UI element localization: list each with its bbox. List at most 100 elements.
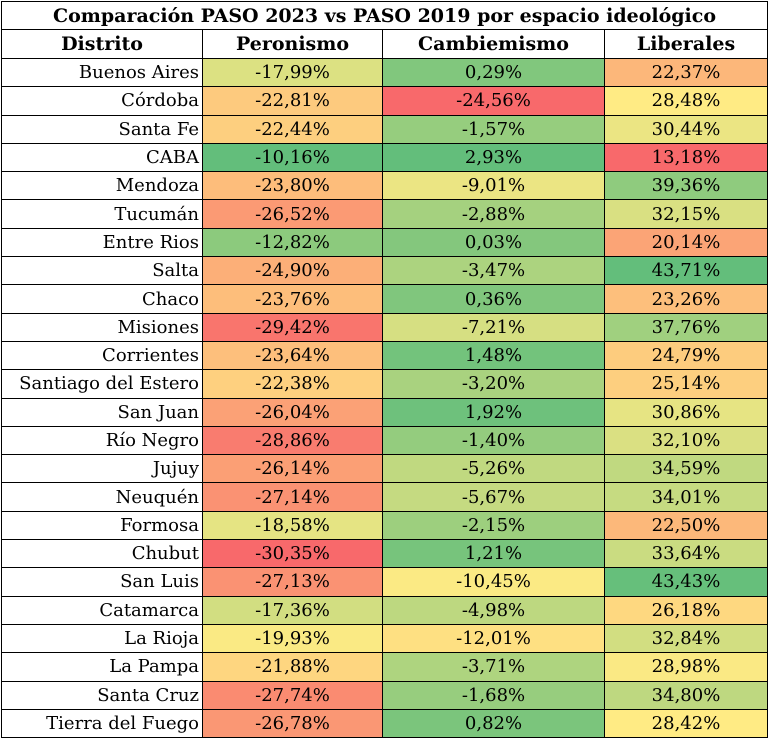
cell-cambiemismo: -3,20% xyxy=(382,369,605,399)
cell-liberales: 23,26% xyxy=(604,284,768,314)
cell-liberales: 28,48% xyxy=(604,86,768,116)
table-row: La Rioja -19,93% -12,01% 32,84% xyxy=(1,623,768,654)
cell-cambiemismo: -1,57% xyxy=(382,114,605,144)
cell-cambiemismo: -9,01% xyxy=(382,171,605,201)
cell-liberales: 22,37% xyxy=(604,57,768,88)
cell-peronismo: -27,13% xyxy=(202,567,383,597)
cell-cambiemismo: 0,29% xyxy=(382,57,605,88)
table-row: San Juan -26,04% 1,92% 30,86% xyxy=(1,397,768,427)
table-row: Santiago del Estero -22,38% -3,20% 25,14% xyxy=(1,369,768,399)
cell-peronismo: -26,78% xyxy=(202,708,383,739)
cell-peronismo: -28,86% xyxy=(202,425,383,456)
column-header-distrito: Distrito xyxy=(1,29,203,59)
cell-peronismo: -10,16% xyxy=(202,142,383,173)
table-row: Neuquén -27,14% -5,67% 34,01% xyxy=(1,482,768,512)
table-row: San Luis -27,13% -10,45% 43,43% xyxy=(1,567,768,597)
cell-cambiemismo: 1,21% xyxy=(382,539,605,569)
cell-liberales: 43,71% xyxy=(604,256,768,286)
header-row: Distrito Peronismo Cambiemismo Liberales xyxy=(1,29,768,59)
row-label-distrito: Neuquén xyxy=(1,482,203,512)
row-label-distrito: Buenos Aires xyxy=(1,57,203,88)
column-header-peronismo: Peronismo xyxy=(202,29,383,59)
row-label-distrito: Entre Rios xyxy=(1,227,203,258)
table-row: Chubut -30,35% 1,21% 33,64% xyxy=(1,539,768,569)
row-label-distrito: La Rioja xyxy=(1,623,203,654)
row-label-distrito: Río Negro xyxy=(1,425,203,456)
cell-cambiemismo: -2,15% xyxy=(382,510,605,541)
cell-peronismo: -23,80% xyxy=(202,171,383,201)
cell-cambiemismo: -2,88% xyxy=(382,199,605,229)
cell-peronismo: -22,44% xyxy=(202,114,383,144)
cell-liberales: 30,44% xyxy=(604,114,768,144)
cell-peronismo: -17,99% xyxy=(202,57,383,88)
table-row: Tucumán -26,52% -2,88% 32,15% xyxy=(1,199,768,229)
cell-peronismo: -26,52% xyxy=(202,199,383,229)
row-label-distrito: Santa Fe xyxy=(1,114,203,144)
row-label-distrito: San Luis xyxy=(1,567,203,597)
cell-liberales: 25,14% xyxy=(604,369,768,399)
cell-cambiemismo: 2,93% xyxy=(382,142,605,173)
cell-cambiemismo: -12,01% xyxy=(382,623,605,654)
cell-peronismo: -27,14% xyxy=(202,482,383,512)
table-row: Buenos Aires -17,99% 0,29% 22,37% xyxy=(1,57,768,88)
cell-cambiemismo: -24,56% xyxy=(382,86,605,116)
table-row: Entre Rios -12,82% 0,03% 20,14% xyxy=(1,227,768,258)
cell-liberales: 37,76% xyxy=(604,312,768,342)
row-label-distrito: Mendoza xyxy=(1,171,203,201)
table-row: Río Negro -28,86% -1,40% 32,10% xyxy=(1,425,768,456)
cell-peronismo: -23,64% xyxy=(202,340,383,371)
title-row: Comparación PASO 2023 vs PASO 2019 por e… xyxy=(1,1,768,30)
cell-cambiemismo: -3,47% xyxy=(382,256,605,286)
cell-peronismo: -22,81% xyxy=(202,86,383,116)
cell-cambiemismo: -10,45% xyxy=(382,567,605,597)
table-row: Corrientes -23,64% 1,48% 24,79% xyxy=(1,340,768,371)
row-label-distrito: Santiago del Estero xyxy=(1,369,203,399)
cell-liberales: 43,43% xyxy=(604,567,768,597)
cell-cambiemismo: -3,71% xyxy=(382,652,605,682)
cell-cambiemismo: -1,40% xyxy=(382,425,605,456)
row-label-distrito: Tucumán xyxy=(1,199,203,229)
row-label-distrito: Córdoba xyxy=(1,86,203,116)
cell-liberales: 30,86% xyxy=(604,397,768,427)
table-row: CABA -10,16% 2,93% 13,18% xyxy=(1,142,768,173)
cell-liberales: 24,79% xyxy=(604,340,768,371)
cell-liberales: 33,64% xyxy=(604,539,768,569)
cell-cambiemismo: 1,92% xyxy=(382,397,605,427)
table-row: Chaco -23,76% 0,36% 23,26% xyxy=(1,284,768,314)
column-header-cambiemismo: Cambiemismo xyxy=(382,29,605,59)
cell-liberales: 32,10% xyxy=(604,425,768,456)
column-header-liberales: Liberales xyxy=(604,29,768,59)
cell-peronismo: -27,74% xyxy=(202,680,383,710)
cell-peronismo: -29,42% xyxy=(202,312,383,342)
row-label-distrito: Misiones xyxy=(1,312,203,342)
cell-cambiemismo: -1,68% xyxy=(382,680,605,710)
cell-liberales: 20,14% xyxy=(604,227,768,258)
cell-peronismo: -21,88% xyxy=(202,652,383,682)
cell-cambiemismo: -5,67% xyxy=(382,482,605,512)
table-title: Comparación PASO 2023 vs PASO 2019 por e… xyxy=(1,1,768,30)
cell-liberales: 28,98% xyxy=(604,652,768,682)
cell-cambiemismo: 1,48% xyxy=(382,340,605,371)
cell-peronismo: -18,58% xyxy=(202,510,383,541)
cell-peronismo: -23,76% xyxy=(202,284,383,314)
cell-peronismo: -30,35% xyxy=(202,539,383,569)
table-body: Buenos Aires -17,99% 0,29% 22,37% Córdoba -22… xyxy=(1,57,768,739)
table-row: Mendoza -23,80% -9,01% 39,36% xyxy=(1,171,768,201)
table-row: Tierra del Fuego -26,78% 0,82% 28,42% xyxy=(1,708,768,739)
cell-peronismo: -22,38% xyxy=(202,369,383,399)
row-label-distrito: Corrientes xyxy=(1,340,203,371)
table-row: Jujuy -26,14% -5,26% 34,59% xyxy=(1,454,768,484)
row-label-distrito: CABA xyxy=(1,142,203,173)
cell-peronismo: -26,14% xyxy=(202,454,383,484)
cell-cambiemismo: 0,82% xyxy=(382,708,605,739)
cell-peronismo: -24,90% xyxy=(202,256,383,286)
cell-cambiemismo: -5,26% xyxy=(382,454,605,484)
row-label-distrito: Santa Cruz xyxy=(1,680,203,710)
row-label-distrito: Jujuy xyxy=(1,454,203,484)
row-label-distrito: Catamarca xyxy=(1,595,203,625)
table-row: Córdoba -22,81% -24,56% 28,48% xyxy=(1,86,768,116)
table-row: Catamarca -17,36% -4,98% 26,18% xyxy=(1,595,768,625)
cell-liberales: 34,01% xyxy=(604,482,768,512)
table-row: Santa Fe -22,44% -1,57% 30,44% xyxy=(1,114,768,144)
